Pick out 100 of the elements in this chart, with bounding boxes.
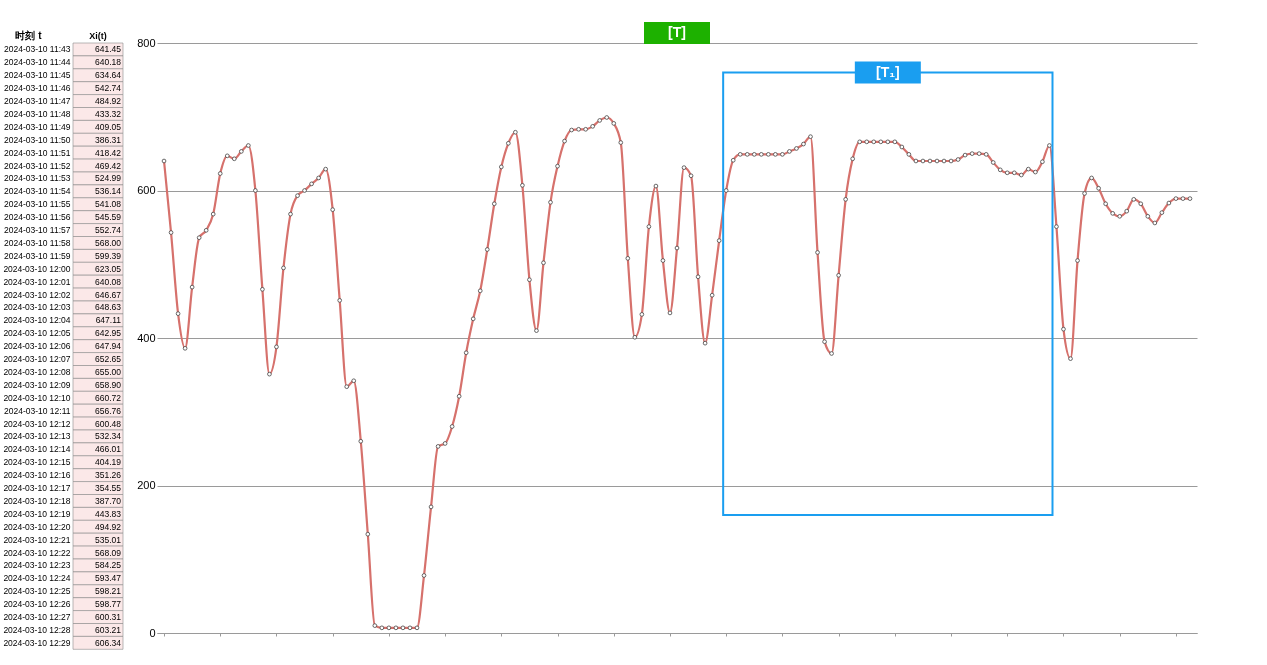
data-label: 387.70 xyxy=(95,495,122,506)
y-tick-label: 200 xyxy=(137,479,156,491)
data-label: 552.74 xyxy=(95,225,122,236)
y-tick-label: 2024-03-10 12:18 xyxy=(3,495,71,506)
y-tick-label: 2024-03-10 11:50 xyxy=(4,134,71,145)
y-tick-label: 2024-03-10 11:56 xyxy=(4,212,71,223)
data-label: 599.39 xyxy=(95,250,122,261)
y-tick-label: 2024-03-10 12:06 xyxy=(3,341,71,352)
y-tick-label: 2024-03-10 12:01 xyxy=(3,276,71,287)
y-tick-label: 2024-03-10 11:54 xyxy=(4,186,71,197)
data-label: 660.72 xyxy=(95,392,122,403)
y-tick-label: 2024-03-10 11:51 xyxy=(4,147,71,158)
y-tick-label: 2024-03-10 11:55 xyxy=(4,199,71,210)
y-tick-label: 600 xyxy=(137,184,156,196)
data-label: 494.92 xyxy=(95,521,122,532)
data-label: 634.64 xyxy=(95,70,122,81)
y-tick-label: 2024-03-10 11:48 xyxy=(4,108,71,119)
data-label: 647.94 xyxy=(95,341,122,352)
data-label: 652.65 xyxy=(95,354,122,365)
data-label: 600.31 xyxy=(95,612,122,623)
data-label: 536.14 xyxy=(95,186,122,197)
y-tick-label: 2024-03-10 12:04 xyxy=(3,315,71,326)
y-tick-label: 2024-03-10 12:02 xyxy=(3,289,71,300)
y-tick-label: 2024-03-10 12:16 xyxy=(3,470,71,481)
data-label: 532.34 xyxy=(95,431,122,442)
y-tick-label: 2024-03-10 11:49 xyxy=(4,121,71,132)
data-label: 568.00 xyxy=(95,237,122,248)
y-tick-label: 2024-03-10 12:11 xyxy=(4,405,71,416)
data-label: 404.19 xyxy=(95,457,122,468)
data-label: 443.83 xyxy=(95,508,122,519)
data-label: 541.08 xyxy=(95,199,122,210)
y-tick-label: 800 xyxy=(137,36,156,49)
y-tick-label: 2024-03-10 11:44 xyxy=(4,57,71,68)
y-tick-label: 2024-03-10 12:20 xyxy=(3,521,71,532)
y-tick-label: 2024-03-10 12:09 xyxy=(3,379,71,390)
y-tick-label: 2024-03-10 12:21 xyxy=(3,534,71,545)
data-label: 542.74 xyxy=(95,83,122,94)
y-tick-label: 2024-03-10 12:19 xyxy=(3,508,71,519)
y-tick-label: 2024-03-10 12:07 xyxy=(3,354,71,365)
data-label: 640.18 xyxy=(95,57,122,68)
data-label: 568.09 xyxy=(95,547,122,558)
x-tick-label: Xi(t) xyxy=(89,30,107,41)
data-label: 409.05 xyxy=(95,121,122,132)
data-label: 648.63 xyxy=(95,302,122,313)
y-tick-label: 2024-03-10 12:25 xyxy=(3,586,71,597)
y-tick-label: 2024-03-10 12:27 xyxy=(3,612,71,623)
y-tick-label: 400 xyxy=(137,331,156,344)
y-tick-label: 2024-03-10 11:57 xyxy=(4,225,71,236)
y-tick-label: 2024-03-10 12:05 xyxy=(3,328,71,339)
data-label: 535.01 xyxy=(95,534,122,545)
y-tick-label: 2024-03-10 12:08 xyxy=(3,366,71,377)
y-tick-label: 2024-03-10 11:46 xyxy=(4,83,71,94)
y-tick-label: 2024-03-10 12:29 xyxy=(3,637,71,648)
y-tick-label: 2024-03-10 12:23 xyxy=(3,560,71,571)
annotation: [T₁] xyxy=(876,63,900,80)
data-label: 584.25 xyxy=(95,560,122,571)
data-label: 545.59 xyxy=(95,212,122,223)
y-tick-label: 2024-03-10 11:45 xyxy=(4,70,71,81)
y-tick-label: 2024-03-10 12:13 xyxy=(3,431,71,442)
y-tick-label: 2024-03-10 11:53 xyxy=(4,173,71,184)
data-label: 603.21 xyxy=(95,624,122,635)
data-label: 524.99 xyxy=(95,173,122,184)
y-tick-label: 0 xyxy=(149,626,156,639)
data-label: 433.32 xyxy=(95,108,122,119)
data-label: 623.05 xyxy=(95,263,122,274)
data-label: 655.00 xyxy=(95,366,122,377)
data-label: 386.31 xyxy=(95,134,122,145)
y-tick-label: 2024-03-10 12:00 xyxy=(3,263,71,274)
data-label: 598.77 xyxy=(95,599,122,610)
y-tick-label: 2024-03-10 12:28 xyxy=(3,624,71,635)
data-label: 640.08 xyxy=(95,276,122,287)
y-tick-label: 2024-03-10 12:22 xyxy=(3,547,71,558)
data-label: 646.67 xyxy=(95,289,122,300)
y-tick-label: 2024-03-10 12:12 xyxy=(3,418,71,429)
y-axis-title: 时刻 t xyxy=(15,29,43,41)
y-tick-label: 2024-03-10 11:58 xyxy=(4,237,71,248)
data-label: 600.48 xyxy=(95,418,122,429)
data-label: 641.45 xyxy=(95,44,122,55)
data-label: 658.90 xyxy=(95,379,122,390)
y-tick-label: 2024-03-10 12:24 xyxy=(3,573,71,584)
y-tick-label: 2024-03-10 11:43 xyxy=(4,44,71,55)
data-label: 351.26 xyxy=(95,470,122,481)
y-tick-label: 2024-03-10 12:17 xyxy=(3,483,71,494)
data-label: 418.42 xyxy=(95,147,122,158)
y-tick-label: 2024-03-10 12:14 xyxy=(3,444,71,455)
data-label: 484.92 xyxy=(95,96,122,107)
data-label: 598.21 xyxy=(95,586,122,597)
y-tick-label: 2024-03-10 12:15 xyxy=(3,457,71,468)
y-tick-label: 2024-03-10 12:26 xyxy=(3,599,71,610)
data-label: 656.76 xyxy=(95,405,122,416)
data-label: 466.01 xyxy=(95,444,122,455)
y-tick-label: 2024-03-10 11:47 xyxy=(4,96,71,107)
y-tick-label: 2024-03-10 12:03 xyxy=(3,302,71,313)
data-label: 469.42 xyxy=(95,160,122,171)
y-tick-label: 2024-03-10 12:10 xyxy=(3,392,71,403)
text: [T] xyxy=(668,24,686,40)
data-label: 593.47 xyxy=(95,573,122,584)
data-label: 642.95 xyxy=(95,328,122,339)
y-tick-label: 2024-03-10 11:59 xyxy=(4,250,71,261)
y-tick-label: 2024-03-10 11:52 xyxy=(4,160,71,171)
